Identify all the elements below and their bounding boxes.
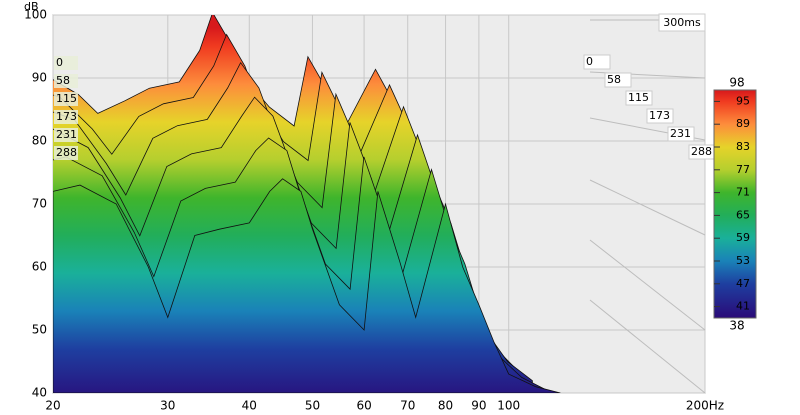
time-span: 300ms xyxy=(663,16,701,29)
x-tick-label: 60 xyxy=(356,399,371,413)
y-tick-label: 50 xyxy=(32,323,47,337)
y-tick-label: 80 xyxy=(32,134,47,148)
slice-label-box xyxy=(54,56,78,70)
colorbar-tick-label: 47 xyxy=(736,277,750,290)
slices xyxy=(53,15,561,393)
slice-label: 0 xyxy=(586,55,593,68)
slice-label-box xyxy=(54,92,78,106)
x-tick-label: 30 xyxy=(160,399,175,413)
x-tick-label: 200Hz xyxy=(686,399,724,413)
slice-label-box xyxy=(625,90,653,106)
x-tick-label: 20 xyxy=(45,399,60,413)
slice-label-box xyxy=(54,128,78,142)
slice-label: 0 xyxy=(56,56,63,69)
slice-label-box xyxy=(667,126,695,142)
slice-label-box xyxy=(54,74,78,88)
slice-label: 231 xyxy=(56,128,77,141)
colorbar-tick-label: 53 xyxy=(736,254,750,267)
colorbar-max: 98 xyxy=(729,76,744,90)
y-tick-label: 40 xyxy=(32,386,47,400)
slice-label: 115 xyxy=(628,91,649,104)
slice-label: 231 xyxy=(670,127,691,140)
colorbar-tick-label: 95 xyxy=(736,94,750,107)
x-tick-label: 100 xyxy=(497,399,520,413)
slice-label: 58 xyxy=(56,74,70,87)
slice-label-box xyxy=(583,54,611,70)
slice-label-box xyxy=(54,146,78,160)
colorbar xyxy=(713,89,757,319)
slice-label: 115 xyxy=(56,92,77,105)
x-tick-label: 40 xyxy=(242,399,257,413)
y-axis-label: dB xyxy=(24,0,39,13)
colorbar-tick-label: 89 xyxy=(736,117,750,130)
y-tick-label: 90 xyxy=(32,71,47,85)
time-box xyxy=(658,13,706,32)
labels: 40 50 60 70 80 90 100 20 30 40 50 60 70 80 90 100 200Hz 0… xyxy=(24,8,724,413)
y-tick-label: 70 xyxy=(32,197,47,211)
slice-label: 58 xyxy=(607,73,621,86)
x-tick-label: 80 xyxy=(438,399,453,413)
x-tick-label: 50 xyxy=(305,399,320,413)
slice-label-box xyxy=(54,110,78,124)
colorbar-min: 38 xyxy=(729,319,744,333)
slice-label-box xyxy=(646,108,674,124)
colorbar-tick-label: 59 xyxy=(736,231,750,244)
colorbar-tick-label: 71 xyxy=(736,186,750,199)
slice-label: 173 xyxy=(56,110,77,123)
colorbar-tick-label: 83 xyxy=(736,140,750,153)
slice-label: 173 xyxy=(649,109,670,122)
y-tick-label: 60 xyxy=(32,260,47,274)
x-tick-label: 90 xyxy=(471,399,486,413)
colorbar-tick-label: 77 xyxy=(736,163,750,176)
colorbar-tick-label: 41 xyxy=(736,300,750,313)
slice xyxy=(53,178,561,393)
slice-label-box xyxy=(604,72,632,88)
colorbar-tick-label: 65 xyxy=(736,208,750,221)
slice-label: 288 xyxy=(691,145,712,158)
x-tick-label: 70 xyxy=(400,399,415,413)
slice-label: 288 xyxy=(56,146,77,159)
y-tick-label: 100 xyxy=(24,8,47,22)
